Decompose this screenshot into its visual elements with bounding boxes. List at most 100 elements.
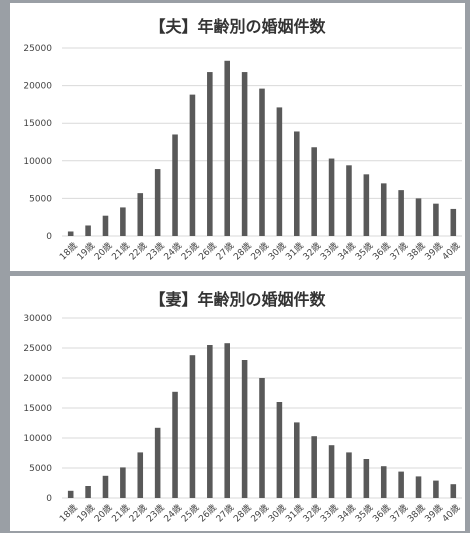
bar-30歳 (276, 402, 283, 498)
x-tick-label: 19歳 (74, 502, 97, 525)
x-tick-label: 39歳 (422, 240, 445, 263)
x-tick-label: 29歳 (248, 240, 271, 263)
x-tick-label: 33歳 (318, 502, 341, 525)
x-tick-label: 39歳 (422, 502, 445, 525)
bar-25歳 (189, 94, 196, 237)
x-tick-label: 36歳 (370, 240, 393, 263)
y-tick-label: 30000 (23, 314, 52, 324)
bar-20歳 (102, 475, 109, 498)
bar-40歳 (450, 484, 457, 498)
x-tick-label: 27歳 (213, 502, 236, 525)
bar-33歳 (328, 158, 335, 236)
x-tick-label: 31歳 (283, 502, 306, 525)
x-tick-label: 30歳 (266, 240, 289, 263)
x-tick-label: 21歳 (109, 240, 132, 263)
x-tick-label: 29歳 (248, 502, 271, 525)
y-tick-label: 0 (46, 494, 52, 504)
x-tick-label: 37歳 (387, 240, 410, 263)
bar-24歳 (172, 134, 178, 236)
x-tick-label: 35歳 (352, 240, 375, 263)
x-tick-label: 21歳 (109, 502, 132, 525)
bar-38歳 (415, 198, 422, 236)
bar-27歳 (224, 343, 230, 498)
x-tick-label: 32歳 (300, 502, 323, 525)
bar-27歳 (224, 60, 230, 237)
x-tick-label: 30歳 (266, 502, 289, 525)
x-tick-label: 19歳 (74, 240, 97, 263)
bar-26歳 (207, 72, 213, 237)
x-tick-label: 34歳 (335, 240, 358, 263)
x-tick-label: 25歳 (179, 502, 202, 525)
x-tick-label: 20歳 (92, 502, 115, 525)
bar-23歳 (154, 427, 161, 498)
x-tick-label: 27歳 (213, 240, 236, 263)
x-tick-label: 26歳 (196, 502, 219, 525)
bar-37歳 (398, 190, 404, 236)
x-tick-label: 32歳 (300, 240, 323, 263)
x-tick-label: 34歳 (335, 502, 358, 525)
x-tick-label: 23歳 (144, 240, 167, 263)
x-tick-label: 20歳 (92, 240, 115, 263)
bar-37歳 (398, 471, 404, 498)
y-tick-label: 5000 (29, 194, 52, 204)
bar-38歳 (415, 476, 422, 498)
bar-19歳 (85, 486, 91, 498)
bar-24歳 (172, 391, 178, 498)
bar-30歳 (276, 107, 283, 237)
x-tick-label: 28歳 (231, 240, 254, 263)
chart-title: 【妻】年齢別の婚姻件数 (149, 290, 326, 309)
bar-chart-wife: 05000100001500020000250003000018歳19歳20歳2… (23, 314, 462, 525)
y-tick-label: 15000 (23, 404, 52, 414)
bar-21歳 (120, 467, 126, 498)
bar-35歳 (363, 174, 370, 236)
y-tick-label: 25000 (23, 344, 52, 354)
bar-19歳 (85, 225, 91, 236)
y-tick-label: 20000 (23, 82, 52, 92)
bar-18歳 (67, 231, 74, 236)
x-tick-label: 38歳 (405, 240, 428, 263)
x-tick-label: 33歳 (318, 240, 341, 263)
x-tick-label: 24歳 (161, 502, 184, 525)
bar-34歳 (346, 452, 352, 498)
bar-40歳 (450, 208, 457, 236)
x-tick-label: 24歳 (161, 240, 184, 263)
x-tick-label: 31歳 (283, 240, 306, 263)
x-tick-label: 22歳 (126, 502, 149, 525)
x-tick-label: 26歳 (196, 240, 219, 263)
x-tick-label: 25歳 (179, 240, 202, 263)
chart-panel-wife: 【妻】年齢別の婚姻件数 0 5000 10000 15000 20000 25000 300… (10, 276, 465, 531)
x-tick-label: 18歳 (57, 502, 80, 525)
bar-32歳 (311, 147, 317, 236)
bar-25歳 (189, 355, 196, 498)
chart-title: 【夫】年齢別の婚姻件数 (149, 17, 326, 36)
bar-22歳 (137, 452, 144, 498)
bar-33歳 (328, 445, 335, 498)
x-tick-label: 23歳 (144, 502, 167, 525)
bar-28歳 (241, 360, 248, 498)
x-tick-label: 38歳 (405, 502, 428, 525)
bar-32歳 (311, 436, 317, 498)
y-tick-label: 10000 (23, 434, 52, 444)
x-tick-label: 35歳 (352, 502, 375, 525)
y-tick-label: 10000 (23, 157, 52, 167)
bar-34歳 (346, 165, 352, 236)
bar-23歳 (154, 169, 161, 236)
bar-36歳 (380, 183, 387, 236)
bar-36歳 (380, 466, 387, 498)
x-tick-label: 40歳 (439, 240, 462, 263)
bar-22歳 (137, 193, 144, 236)
y-tick-label: 5000 (29, 464, 52, 474)
bar-28歳 (241, 72, 248, 237)
bar-26歳 (207, 345, 213, 498)
bar-35歳 (363, 459, 370, 498)
bar-31歳 (294, 131, 300, 236)
y-tick-label: 25000 (23, 44, 52, 54)
bar-39歳 (433, 480, 439, 498)
x-tick-label: 36歳 (370, 502, 393, 525)
x-tick-label: 40歳 (439, 502, 462, 525)
bar-39歳 (433, 203, 439, 236)
bar-29歳 (259, 378, 265, 498)
bar-29歳 (259, 88, 265, 236)
bar-31歳 (294, 422, 300, 498)
x-tick-label: 28歳 (231, 502, 254, 525)
